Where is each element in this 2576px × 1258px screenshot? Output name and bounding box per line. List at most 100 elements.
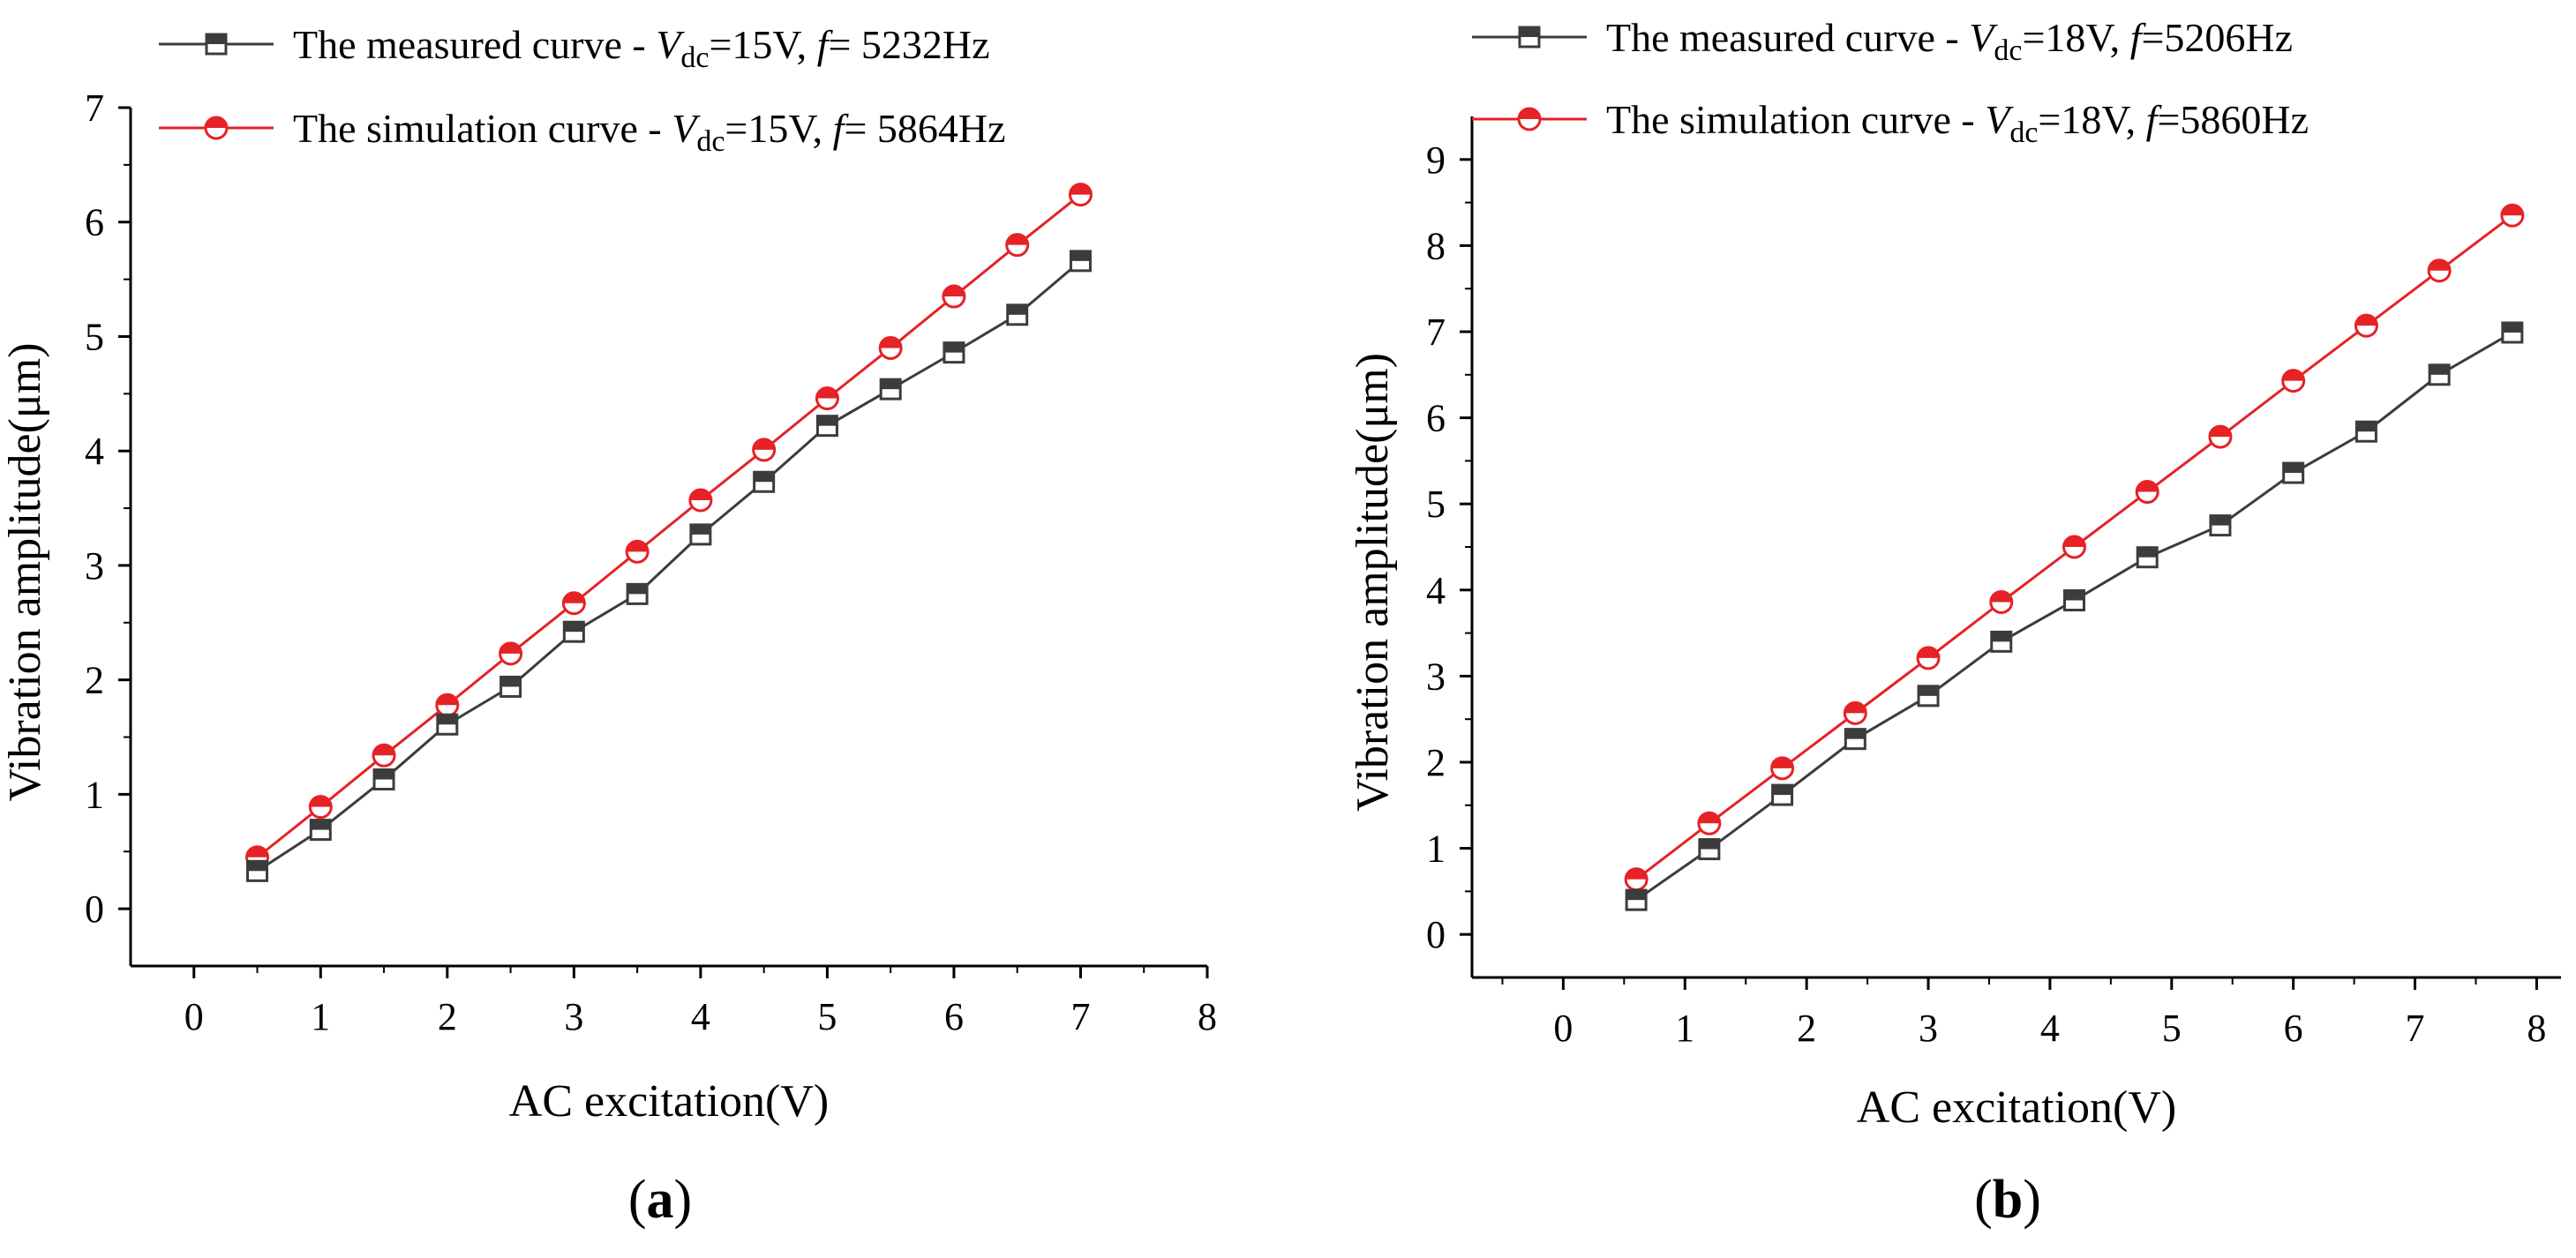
- measured-point: [436, 713, 459, 736]
- legend-mid: =15V,: [725, 106, 832, 151]
- measured-point: [1917, 685, 1940, 708]
- legend-prefix: The measured curve -: [293, 22, 656, 67]
- y-tick-label: 1: [85, 773, 104, 816]
- measured-point: [1844, 728, 1866, 751]
- panel-label-letter: a: [647, 1170, 674, 1230]
- measured-marker-fill: [1919, 685, 1939, 696]
- legend-prefix: The measured curve -: [1606, 15, 1969, 60]
- x-tick-label: 4: [691, 995, 710, 1038]
- measured-marker-fill: [1699, 839, 1719, 850]
- simulation-marker-fill: [1990, 591, 2012, 603]
- simulation-point: [2427, 258, 2452, 283]
- legend-marker-fill: [207, 34, 226, 44]
- legend-entry: The simulation curve - Vdc=18V, f=5860Hz: [1472, 97, 2309, 149]
- x-tick-label: 1: [311, 995, 330, 1038]
- panel-label-close: ): [2023, 1170, 2041, 1230]
- measured-point: [2428, 363, 2451, 386]
- simulation-marker-fill: [1070, 183, 1092, 195]
- x-tick-label: 8: [1198, 995, 1217, 1038]
- y-tick-label: 3: [1426, 655, 1446, 698]
- x-tick-label: 7: [1070, 995, 1090, 1038]
- measured-marker-fill: [881, 379, 901, 390]
- x-tick-label: 3: [564, 995, 583, 1038]
- simulation-marker-fill: [2501, 205, 2523, 216]
- simulation-point: [2062, 535, 2086, 559]
- simulation-marker-fill: [943, 286, 965, 297]
- simulation-point: [2500, 203, 2525, 228]
- legend-freq: =5206Hz: [2141, 15, 2293, 60]
- simulation-point: [688, 488, 713, 513]
- legend-var: V: [672, 106, 701, 151]
- x-tick-label: 5: [2162, 1007, 2182, 1050]
- legend-label: The simulation curve - Vdc=18V, f=5860Hz: [1606, 97, 2309, 149]
- measured-marker-fill: [1845, 729, 1866, 739]
- y-tick-label: 5: [85, 315, 104, 358]
- measured-marker-fill: [627, 584, 648, 595]
- simulation-point: [372, 743, 396, 768]
- simulation-point: [1916, 646, 1941, 670]
- legend-mid: =18V,: [2022, 15, 2129, 60]
- simulation-marker-fill: [1771, 757, 1793, 768]
- simulation-marker-fill: [1006, 234, 1028, 245]
- panel-label-close: ): [674, 1170, 693, 1230]
- legend-marker-fill: [1520, 27, 1539, 37]
- legend-freq: = 5232Hz: [828, 22, 989, 67]
- legend-sub: dc: [2009, 116, 2038, 149]
- simulation-point: [1697, 811, 1722, 835]
- simulation-point: [1770, 756, 1795, 781]
- simulation-point: [1989, 589, 2014, 614]
- simulation-point: [878, 335, 903, 360]
- simulation-marker-fill: [1698, 812, 1720, 824]
- measured-point: [246, 859, 269, 882]
- y-tick-label: 3: [85, 544, 104, 588]
- simulation-point: [752, 438, 777, 462]
- measured-marker-fill: [1007, 304, 1027, 315]
- measured-marker-fill: [2283, 463, 2303, 474]
- chart-panel-a: 0 1 2 3 4 5 6 7 0 1 2 3 4 5 6 7 8 AC excitation(V) Vibrati…: [0, 22, 1217, 1230]
- measured-point: [2282, 461, 2305, 484]
- panel-label: (a): [628, 1170, 692, 1230]
- simulation-point: [2354, 313, 2378, 338]
- legend-label: The measured curve - Vdc=15V, f= 5232Hz: [293, 22, 990, 74]
- y-tick-label: 4: [1426, 569, 1446, 612]
- measured-point: [689, 523, 712, 546]
- legend-freq: = 5864Hz: [844, 106, 1005, 151]
- y-tick-label: 7: [1426, 311, 1446, 354]
- legend-prefix: The simulation curve -: [1606, 97, 1985, 142]
- simulation-marker-fill: [246, 846, 268, 857]
- y-tick-label: 0: [1426, 913, 1446, 956]
- measured-marker-fill: [817, 416, 837, 426]
- measured-point: [499, 675, 522, 698]
- legend-entry: The measured curve - Vdc=15V, f= 5232Hz: [159, 22, 990, 74]
- chart-panel-b: 0 1 2 3 4 5 6 7 8 9 0 1 2 3 4 5 6 7 8 AC excitation(V) Vibra…: [1348, 15, 2561, 1230]
- measured-point: [309, 819, 332, 842]
- legend-marker-fill: [206, 117, 227, 128]
- legend-freq: =5860Hz: [2157, 97, 2309, 142]
- simulation-marker-fill: [753, 438, 775, 450]
- simulation-point: [1624, 867, 1648, 892]
- measured-point: [562, 620, 585, 643]
- legend-var: V: [1985, 97, 2014, 142]
- legend-sub: dc: [680, 41, 709, 74]
- measured-marker-fill: [2137, 547, 2158, 558]
- legend-sub: dc: [696, 125, 725, 158]
- y-tick-label: 2: [85, 659, 104, 702]
- simulation-marker-fill: [1844, 702, 1866, 714]
- x-tick-label: 0: [184, 995, 204, 1038]
- legend-mid: =15V,: [709, 22, 816, 67]
- legend-entry: The simulation curve - Vdc=15V, f= 5864H…: [159, 106, 1006, 158]
- measured-marker-fill: [2210, 515, 2230, 526]
- measured-point: [2354, 420, 2377, 443]
- x-tick-label: 0: [1553, 1007, 1573, 1050]
- simulation-point: [2135, 480, 2159, 505]
- simulation-point: [1843, 700, 1867, 725]
- measured-marker-fill: [437, 715, 457, 725]
- x-tick-label: 6: [2284, 1007, 2303, 1050]
- measured-point: [1990, 630, 2013, 653]
- measured-marker-fill: [1070, 251, 1091, 261]
- simulation-point: [499, 641, 523, 666]
- y-tick-label: 2: [1426, 741, 1446, 784]
- measured-point: [626, 582, 649, 605]
- legend-var: V: [1969, 15, 1998, 60]
